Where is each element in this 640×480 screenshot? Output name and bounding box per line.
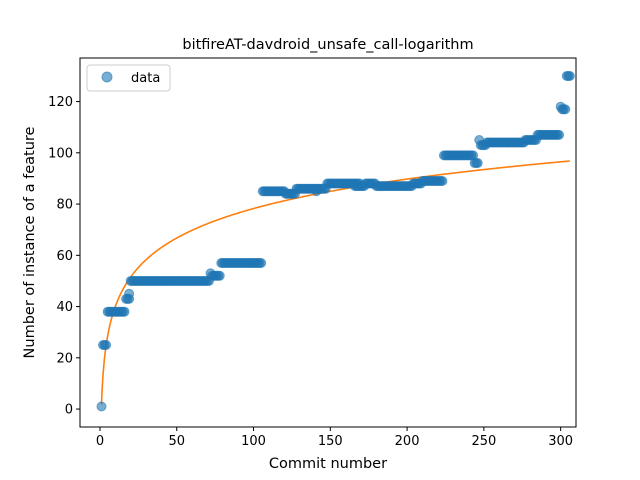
data-point: [311, 186, 322, 197]
data-point: [101, 340, 112, 350]
x-tick-label: 200: [395, 434, 420, 449]
y-tick-label: 80: [56, 198, 73, 213]
x-axis-ticks: 0 50 100 150 200 250 300: [96, 427, 573, 449]
x-tick-label: 250: [471, 434, 496, 449]
x-tick-label: 150: [318, 434, 343, 449]
data-point: [214, 270, 225, 281]
plot-area: [80, 58, 576, 427]
y-tick-label: 20: [56, 351, 73, 366]
legend: data: [86, 64, 171, 92]
legend-marker-data: [101, 71, 113, 83]
x-tick-label: 50: [168, 434, 185, 449]
chart-title: bitfireAT-davdroid_unsafe_call-logarithm: [182, 37, 473, 53]
y-tick-label: 40: [56, 300, 73, 315]
legend-label-data: data: [131, 71, 160, 86]
data-point: [96, 401, 107, 412]
legend-box: [86, 64, 171, 92]
x-tick-label: 0: [96, 434, 104, 449]
y-tick-label: 60: [56, 249, 73, 264]
y-axis-ticks: 0 20 40 60 80 100 120: [48, 95, 80, 418]
y-tick-label: 120: [48, 95, 73, 110]
data-point: [437, 176, 448, 186]
data-point: [560, 104, 571, 115]
y-tick-label: 0: [65, 403, 73, 418]
data-point: [472, 158, 483, 169]
data-point: [119, 306, 130, 317]
points-layer: [96, 70, 575, 412]
data-point: [124, 288, 135, 299]
x-axis-title: Commit number: [269, 456, 387, 472]
data-point: [256, 258, 267, 268]
x-tick-label: 300: [548, 434, 573, 449]
plot-frame: [79, 57, 577, 428]
x-tick-label: 100: [241, 434, 266, 449]
data-point: [554, 129, 565, 140]
y-axis-title: Number of instance of a feature: [22, 126, 38, 358]
y-tick-label: 100: [48, 146, 73, 161]
data-point: [564, 70, 575, 81]
